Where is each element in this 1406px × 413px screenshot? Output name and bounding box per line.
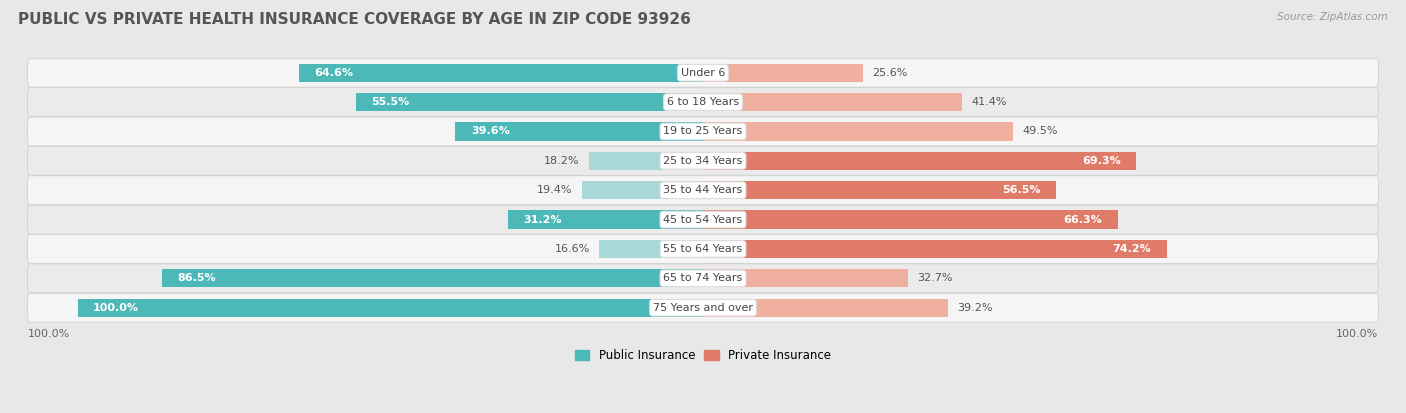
Text: 6 to 18 Years: 6 to 18 Years <box>666 97 740 107</box>
Bar <box>356 93 703 111</box>
Bar <box>703 211 1118 229</box>
Text: 25 to 34 Years: 25 to 34 Years <box>664 156 742 166</box>
Text: Under 6: Under 6 <box>681 68 725 78</box>
Text: 56.5%: 56.5% <box>1002 185 1040 195</box>
Text: PUBLIC VS PRIVATE HEALTH INSURANCE COVERAGE BY AGE IN ZIP CODE 93926: PUBLIC VS PRIVATE HEALTH INSURANCE COVER… <box>18 12 692 27</box>
FancyBboxPatch shape <box>28 117 1378 146</box>
Text: 19 to 25 Years: 19 to 25 Years <box>664 126 742 136</box>
FancyBboxPatch shape <box>28 264 1378 293</box>
Text: 41.4%: 41.4% <box>972 97 1007 107</box>
Bar <box>703 122 1012 140</box>
FancyBboxPatch shape <box>28 88 1378 116</box>
Bar <box>582 181 703 199</box>
Text: 100.0%: 100.0% <box>1336 329 1378 339</box>
Text: 35 to 44 Years: 35 to 44 Years <box>664 185 742 195</box>
FancyBboxPatch shape <box>28 235 1378 263</box>
Bar <box>703 181 1056 199</box>
Text: 31.2%: 31.2% <box>523 215 562 225</box>
FancyBboxPatch shape <box>28 58 1378 87</box>
Bar <box>599 240 703 258</box>
Text: 49.5%: 49.5% <box>1022 126 1057 136</box>
Bar <box>703 64 863 82</box>
Text: 55 to 64 Years: 55 to 64 Years <box>664 244 742 254</box>
Text: 74.2%: 74.2% <box>1112 244 1152 254</box>
Legend: Public Insurance, Private Insurance: Public Insurance, Private Insurance <box>571 344 835 366</box>
Text: 64.6%: 64.6% <box>315 68 353 78</box>
FancyBboxPatch shape <box>28 176 1378 204</box>
Text: Source: ZipAtlas.com: Source: ZipAtlas.com <box>1277 12 1388 22</box>
Text: 55.5%: 55.5% <box>371 97 409 107</box>
Bar <box>162 269 703 287</box>
Text: 66.3%: 66.3% <box>1063 215 1102 225</box>
Text: 86.5%: 86.5% <box>177 273 217 283</box>
Text: 100.0%: 100.0% <box>93 303 139 313</box>
FancyBboxPatch shape <box>28 293 1378 322</box>
Bar <box>508 211 703 229</box>
Text: 32.7%: 32.7% <box>917 273 952 283</box>
Text: 65 to 74 Years: 65 to 74 Years <box>664 273 742 283</box>
FancyBboxPatch shape <box>28 205 1378 234</box>
Text: 19.4%: 19.4% <box>537 185 572 195</box>
Bar <box>703 240 1167 258</box>
Bar <box>299 64 703 82</box>
Text: 25.6%: 25.6% <box>873 68 908 78</box>
Text: 16.6%: 16.6% <box>554 244 589 254</box>
FancyBboxPatch shape <box>28 147 1378 175</box>
Text: 18.2%: 18.2% <box>544 156 579 166</box>
Text: 45 to 54 Years: 45 to 54 Years <box>664 215 742 225</box>
Bar <box>77 299 703 317</box>
Bar <box>703 299 948 317</box>
Bar <box>589 152 703 170</box>
Bar <box>703 152 1136 170</box>
Text: 39.6%: 39.6% <box>471 126 510 136</box>
Bar <box>703 269 907 287</box>
Bar <box>703 93 962 111</box>
Text: 100.0%: 100.0% <box>28 329 70 339</box>
Text: 69.3%: 69.3% <box>1083 156 1121 166</box>
Text: 39.2%: 39.2% <box>957 303 993 313</box>
Text: 75 Years and over: 75 Years and over <box>652 303 754 313</box>
Bar <box>456 122 703 140</box>
